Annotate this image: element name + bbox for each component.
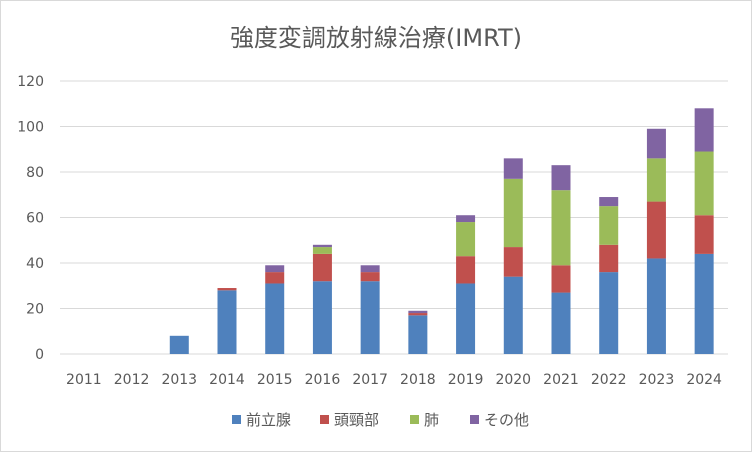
chart-title: 強度変調放射線治療(IMRT) (230, 24, 522, 52)
bar-segment (551, 292, 571, 354)
bar-segment (599, 197, 619, 207)
bar-segment (694, 108, 714, 152)
legend-swatch (232, 415, 241, 424)
legend-swatch (320, 415, 329, 424)
bar-segment (646, 128, 666, 159)
bar-segment (217, 290, 237, 354)
legend-label: 頭頸部 (334, 411, 379, 429)
x-tick-label: 2024 (686, 372, 722, 388)
x-tick-label: 2018 (400, 372, 436, 388)
x-tick-label: 2022 (591, 372, 627, 388)
bar-segment (265, 265, 285, 273)
legend-label: 前立腺 (246, 411, 291, 429)
bar-segment (360, 281, 380, 354)
bar-segment (169, 335, 189, 354)
legend-swatch (470, 415, 479, 424)
bar-segment (312, 244, 332, 248)
y-tick-label: 40 (26, 256, 44, 272)
bar-segment (551, 265, 571, 293)
bar-segment (408, 313, 428, 316)
legend-item: その他 (470, 411, 529, 429)
legend-label: 肺 (424, 411, 439, 429)
bar-segment (646, 258, 666, 354)
x-tick-label: 2023 (639, 372, 675, 388)
bar-segment (694, 151, 714, 216)
bar-segment (456, 222, 476, 257)
bar-segment (265, 283, 285, 354)
x-tick-label: 2017 (352, 372, 388, 388)
x-tick-label: 2013 (161, 372, 197, 388)
bar-segment (503, 247, 523, 277)
x-tick-label: 2019 (448, 372, 484, 388)
bar-segment (646, 201, 666, 259)
x-tick-label: 2015 (257, 372, 293, 388)
bars (169, 108, 714, 354)
y-tick-label: 120 (17, 74, 44, 90)
bar-segment (646, 158, 666, 202)
y-tick-label: 20 (26, 302, 44, 318)
bar-segment (360, 272, 380, 282)
bar-segment (551, 165, 571, 191)
bar-segment (503, 178, 523, 248)
bar-segment (265, 272, 285, 284)
legend-label: その他 (484, 411, 529, 429)
gridlines (60, 80, 728, 355)
bar-segment (551, 190, 571, 266)
x-tick-label: 2012 (114, 372, 150, 388)
y-tick-label: 60 (26, 211, 44, 227)
bar-segment (408, 315, 428, 354)
bar-segment (360, 265, 380, 273)
bar-segment (599, 244, 619, 273)
legend-item: 前立腺 (232, 411, 291, 429)
x-tick-label: 2014 (209, 372, 245, 388)
y-tick-label: 80 (26, 165, 44, 181)
x-axis: 2011 2012 2013 2014 2015 2016 2017 2018 2019 2020… (66, 372, 722, 388)
y-tick-label: 100 (17, 120, 44, 136)
bar-segment (408, 310, 428, 314)
x-tick-label: 2021 (543, 372, 579, 388)
x-tick-label: 2020 (495, 372, 531, 388)
bar-segment (312, 247, 332, 254)
y-tick-label: 0 (35, 347, 44, 363)
legend-item: 頭頸部 (320, 411, 379, 429)
bar-segment (503, 158, 523, 179)
legend-swatch (410, 415, 419, 424)
bar-segment (312, 253, 332, 282)
legend-item: 肺 (410, 411, 439, 429)
y-axis: 0 20 40 60 80 100 120 (17, 74, 44, 363)
bar-segment (694, 253, 714, 354)
bar-segment (217, 288, 237, 291)
x-tick-label: 2011 (66, 372, 102, 388)
bar-segment (312, 281, 332, 354)
bar-segment (599, 206, 619, 245)
bar-segment (503, 276, 523, 354)
x-tick-label: 2016 (305, 372, 341, 388)
bar-segment (456, 256, 476, 284)
bar-segment (694, 215, 714, 254)
bar-segment (599, 272, 619, 354)
bar-segment (456, 215, 476, 223)
bar-segment (456, 283, 476, 354)
legend: 前立腺 頭頸部 肺 その他 (232, 411, 529, 429)
